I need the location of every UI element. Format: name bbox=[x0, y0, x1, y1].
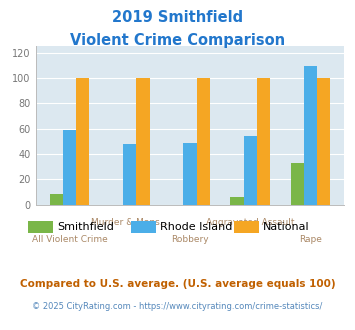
Bar bbox=[76, 78, 89, 205]
Bar bbox=[317, 78, 330, 205]
Bar bbox=[136, 78, 149, 205]
Bar bbox=[50, 194, 63, 205]
Text: All Violent Crime: All Violent Crime bbox=[32, 235, 107, 244]
Text: 2019 Smithfield: 2019 Smithfield bbox=[112, 10, 243, 25]
Bar bbox=[197, 78, 210, 205]
Text: © 2025 CityRating.com - https://www.cityrating.com/crime-statistics/: © 2025 CityRating.com - https://www.city… bbox=[32, 302, 323, 311]
Bar bbox=[230, 197, 244, 205]
Text: National: National bbox=[263, 222, 309, 232]
Bar bbox=[63, 130, 76, 205]
Text: Murder & Mans...: Murder & Mans... bbox=[91, 218, 168, 227]
Text: Smithfield: Smithfield bbox=[57, 222, 114, 232]
Text: Compared to U.S. average. (U.S. average equals 100): Compared to U.S. average. (U.S. average … bbox=[20, 279, 335, 289]
Text: Rape: Rape bbox=[299, 235, 322, 244]
Bar bbox=[183, 143, 197, 205]
Bar bbox=[290, 163, 304, 205]
Text: Rhode Island: Rhode Island bbox=[160, 222, 232, 232]
Bar bbox=[257, 78, 270, 205]
Bar bbox=[244, 136, 257, 205]
Bar bbox=[304, 66, 317, 205]
Text: Violent Crime Comparison: Violent Crime Comparison bbox=[70, 33, 285, 48]
Text: Aggravated Assault: Aggravated Assault bbox=[206, 218, 294, 227]
Bar bbox=[123, 144, 136, 205]
Text: Robbery: Robbery bbox=[171, 235, 209, 244]
